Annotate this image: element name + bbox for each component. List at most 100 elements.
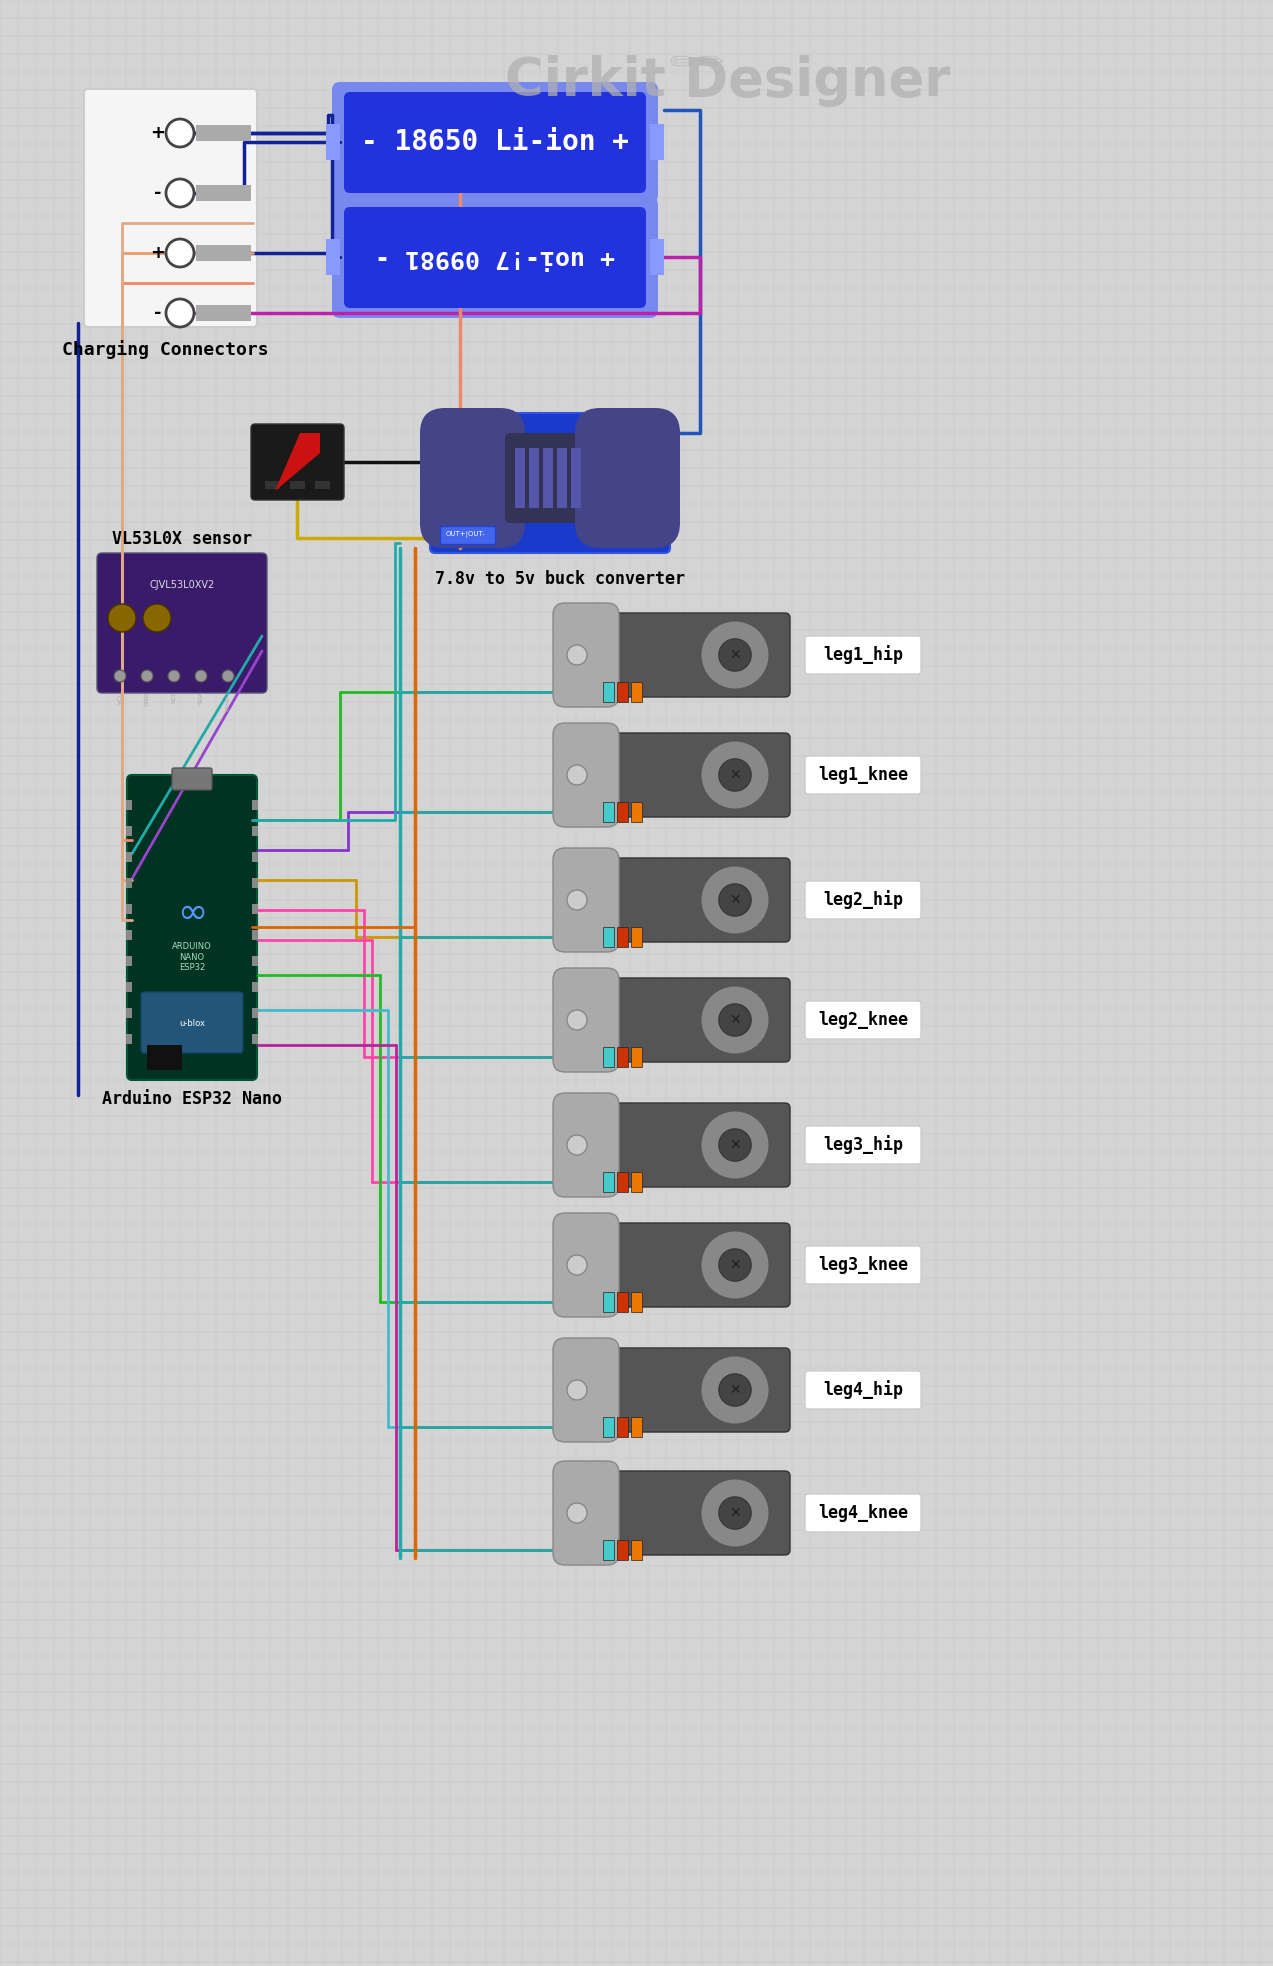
Polygon shape: [275, 433, 320, 492]
Bar: [631, 1539, 642, 1559]
Circle shape: [719, 1496, 751, 1530]
Bar: [326, 124, 340, 159]
Text: leg4_knee: leg4_knee: [819, 1504, 908, 1522]
Circle shape: [566, 1254, 587, 1276]
Text: ✕: ✕: [729, 1506, 741, 1520]
FancyBboxPatch shape: [552, 604, 619, 708]
Circle shape: [143, 604, 171, 631]
Text: leg2_knee: leg2_knee: [819, 1011, 908, 1028]
Bar: [603, 1172, 614, 1191]
Circle shape: [566, 1134, 587, 1154]
Text: leg1_knee: leg1_knee: [819, 767, 908, 784]
Text: ∞: ∞: [177, 896, 207, 930]
Bar: [126, 1009, 132, 1018]
Circle shape: [165, 299, 193, 326]
FancyBboxPatch shape: [172, 769, 213, 790]
Bar: [126, 930, 132, 940]
Circle shape: [165, 120, 193, 147]
Circle shape: [165, 240, 193, 267]
Text: GND: GND: [145, 690, 149, 706]
Circle shape: [701, 1111, 769, 1180]
Circle shape: [701, 985, 769, 1054]
Text: leg4_hip: leg4_hip: [824, 1380, 903, 1400]
Bar: [617, 1048, 628, 1068]
Text: Charging Connectors: Charging Connectors: [61, 340, 269, 360]
Bar: [617, 1417, 628, 1437]
Bar: [617, 1172, 628, 1191]
FancyBboxPatch shape: [84, 88, 257, 326]
FancyBboxPatch shape: [805, 757, 920, 794]
FancyBboxPatch shape: [251, 425, 344, 499]
Text: ✕: ✕: [729, 769, 741, 782]
Text: ✕: ✕: [729, 649, 741, 663]
Bar: [603, 1292, 614, 1311]
Bar: [572, 448, 580, 507]
Bar: [126, 879, 132, 889]
FancyBboxPatch shape: [430, 413, 670, 552]
Bar: [530, 448, 538, 507]
FancyBboxPatch shape: [552, 1213, 619, 1317]
Circle shape: [719, 1248, 751, 1282]
Circle shape: [566, 1380, 587, 1400]
Text: ✕: ✕: [729, 893, 741, 906]
Bar: [440, 527, 495, 545]
Text: leg2_hip: leg2_hip: [824, 891, 903, 910]
Circle shape: [195, 670, 207, 682]
FancyBboxPatch shape: [552, 1339, 619, 1441]
Bar: [631, 1292, 642, 1311]
FancyBboxPatch shape: [594, 1349, 791, 1431]
Text: u-blox: u-blox: [179, 1018, 205, 1028]
Circle shape: [719, 1374, 751, 1406]
Bar: [196, 126, 251, 142]
Circle shape: [719, 1005, 751, 1036]
Circle shape: [108, 604, 136, 631]
Text: leg3_knee: leg3_knee: [819, 1256, 908, 1274]
Bar: [126, 904, 132, 914]
Bar: [126, 955, 132, 965]
Bar: [252, 826, 258, 836]
Bar: [631, 802, 642, 822]
FancyBboxPatch shape: [141, 993, 243, 1054]
FancyBboxPatch shape: [805, 1127, 920, 1164]
FancyBboxPatch shape: [805, 881, 920, 918]
Circle shape: [165, 179, 193, 206]
Bar: [603, 1048, 614, 1068]
Text: +: +: [150, 124, 165, 142]
FancyBboxPatch shape: [594, 1223, 791, 1307]
Text: -: -: [154, 305, 162, 322]
Bar: [252, 1009, 258, 1018]
Circle shape: [719, 639, 751, 670]
FancyBboxPatch shape: [575, 409, 680, 549]
Bar: [603, 1539, 614, 1559]
Circle shape: [719, 885, 751, 916]
Text: VCC: VCC: [117, 690, 122, 704]
Bar: [651, 124, 665, 159]
Bar: [617, 1539, 628, 1559]
Circle shape: [168, 670, 179, 682]
Bar: [252, 879, 258, 889]
FancyBboxPatch shape: [344, 92, 645, 193]
Text: ✕: ✕: [729, 1012, 741, 1026]
Bar: [126, 851, 132, 861]
FancyBboxPatch shape: [805, 1494, 920, 1532]
Bar: [617, 928, 628, 948]
Bar: [252, 930, 258, 940]
Bar: [651, 240, 665, 275]
Bar: [326, 240, 340, 275]
Text: Arduino ESP32 Nano: Arduino ESP32 Nano: [102, 1089, 283, 1109]
Circle shape: [701, 1478, 769, 1547]
FancyBboxPatch shape: [805, 1370, 920, 1410]
Bar: [631, 682, 642, 702]
Text: ✕: ✕: [729, 1138, 741, 1152]
FancyBboxPatch shape: [805, 635, 920, 674]
Circle shape: [566, 765, 587, 784]
FancyBboxPatch shape: [594, 857, 791, 942]
Circle shape: [701, 1357, 769, 1423]
Bar: [617, 802, 628, 822]
FancyBboxPatch shape: [552, 967, 619, 1071]
Circle shape: [222, 670, 234, 682]
Bar: [126, 981, 132, 993]
FancyBboxPatch shape: [344, 206, 645, 309]
Text: -: -: [154, 185, 162, 202]
Text: - 18650 Li-ion +: - 18650 Li-ion +: [362, 128, 629, 155]
